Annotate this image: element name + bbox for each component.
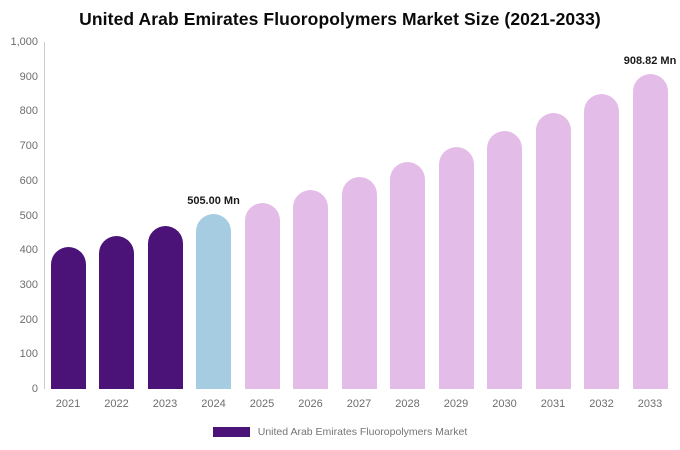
y-tick-label: 100	[19, 348, 38, 361]
bar-value-label: 908.82 Mn	[623, 54, 677, 67]
bar-2030[interactable]	[487, 130, 522, 389]
x-tick-label: 2023	[152, 398, 178, 410]
y-axis-line	[44, 42, 45, 389]
y-tick-label: 300	[19, 278, 38, 291]
bar-2025[interactable]	[244, 202, 280, 389]
bar-2032[interactable]	[584, 94, 619, 389]
x-tick-label: 2024	[201, 398, 226, 410]
y-tick-label: 600	[19, 174, 38, 187]
bar-2022[interactable]	[99, 236, 134, 389]
x-tick-label: 2030	[492, 398, 517, 410]
y-tick-label: 800	[19, 105, 38, 118]
y-tick-label: 0	[31, 383, 38, 395]
bar-2031[interactable]	[535, 113, 571, 389]
x-tick-label: 2027	[346, 398, 372, 410]
bar-2023[interactable]	[147, 225, 183, 389]
bar-2021[interactable]	[50, 246, 86, 389]
x-tick-label: 2031	[540, 398, 566, 410]
x-tick-label: 2032	[589, 398, 614, 410]
legend: United Arab Emirates Fluoropolymers Mark…	[0, 426, 680, 438]
bar-2029[interactable]	[438, 147, 474, 389]
bar-2028[interactable]	[390, 161, 425, 389]
x-tick-label: 2029	[443, 398, 469, 410]
bar-2027[interactable]	[341, 176, 377, 389]
y-tick-label: 200	[19, 313, 38, 326]
x-tick-label: 2022	[104, 398, 129, 410]
x-tick-label: 2021	[55, 398, 81, 410]
x-tick-label: 2026	[298, 398, 323, 410]
bar-value-label: 505.00 Mn	[187, 194, 240, 207]
legend-label[interactable]: United Arab Emirates Fluoropolymers Mark…	[257, 426, 468, 438]
y-tick-label: 1,000	[10, 36, 38, 48]
x-tick-label: 2033	[637, 398, 663, 410]
x-tick-label: 2025	[249, 398, 275, 410]
y-tick-label: 900	[19, 70, 38, 83]
bar-2026[interactable]	[293, 190, 328, 389]
bar-2024[interactable]	[196, 213, 231, 389]
y-tick-label: 400	[19, 244, 38, 257]
y-tick-label: 700	[19, 140, 38, 153]
bar-2033[interactable]	[632, 73, 668, 389]
chart-title: United Arab Emirates Fluoropolymers Mark…	[79, 9, 601, 29]
legend-swatch[interactable]	[212, 427, 250, 437]
x-tick-label: 2028	[395, 398, 420, 410]
y-tick-label: 500	[19, 209, 38, 222]
